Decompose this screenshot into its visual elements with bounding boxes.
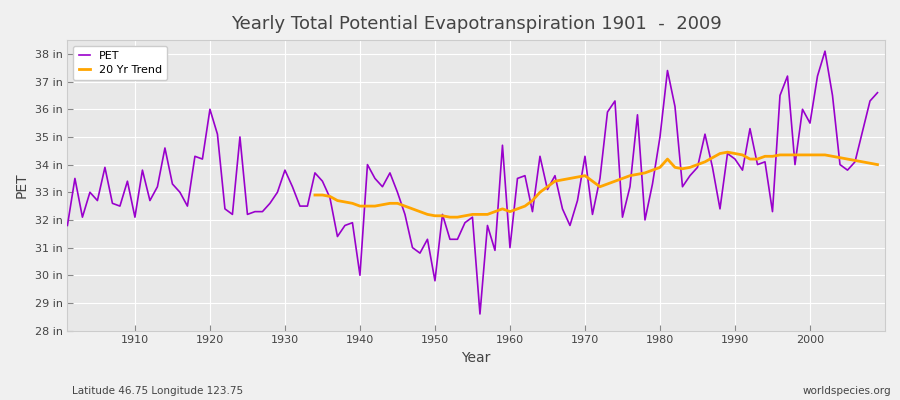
PET [505,245,516,250]
20 Yr Trend [445,215,455,220]
20 Yr Trend [512,206,523,211]
PET [602,110,613,114]
Y-axis label: PET: PET [15,172,29,198]
20 Yr Trend [722,150,733,154]
Legend: PET, 20 Yr Trend: PET, 20 Yr Trend [73,46,167,80]
20 Yr Trend [609,179,620,184]
PET [62,223,73,228]
20 Yr Trend [677,166,688,171]
Title: Yearly Total Potential Evapotranspiration 1901  -  2009: Yearly Total Potential Evapotranspiratio… [230,15,722,33]
PET [820,49,831,54]
20 Yr Trend [775,152,786,157]
Line: PET: PET [68,51,878,314]
Text: Latitude 46.75 Longitude 123.75: Latitude 46.75 Longitude 123.75 [72,386,243,396]
20 Yr Trend [692,162,703,167]
PET [512,176,523,181]
Line: 20 Yr Trend: 20 Yr Trend [315,152,878,217]
PET [474,312,485,316]
PET [872,90,883,95]
20 Yr Trend [362,204,373,208]
PET [332,234,343,239]
PET [122,179,133,184]
20 Yr Trend [310,193,320,198]
Text: worldspecies.org: worldspecies.org [803,386,891,396]
X-axis label: Year: Year [462,351,490,365]
PET [287,184,298,189]
20 Yr Trend [872,162,883,167]
